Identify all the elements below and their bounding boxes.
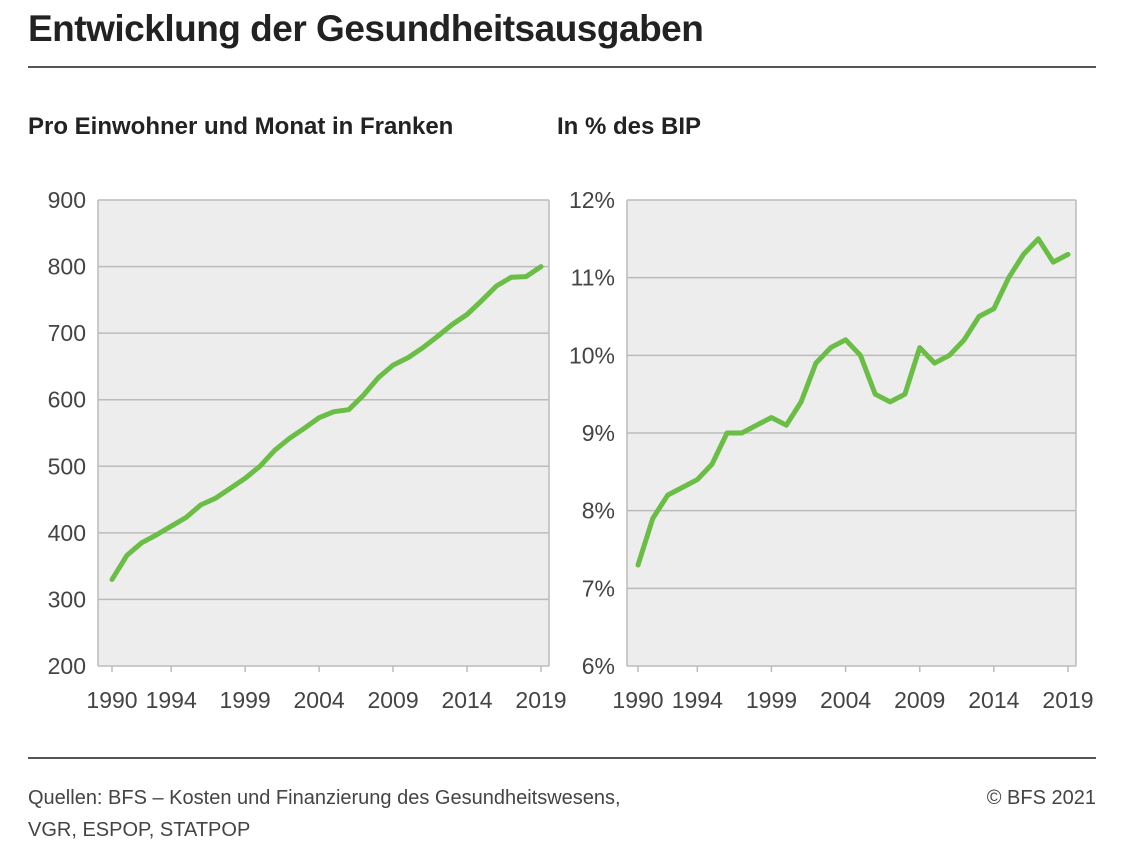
y-tick-label: 10% [569, 342, 615, 368]
x-tick-label: 1990 [86, 687, 137, 713]
bottom-divider [28, 757, 1096, 759]
source-note: Quellen: BFS – Kosten und Finanzierung d… [28, 782, 621, 846]
y-tick-label: 300 [48, 586, 86, 612]
x-tick-label: 1999 [746, 687, 797, 713]
series-line [635, 236, 1071, 568]
x-tick-label: 1994 [672, 687, 723, 713]
page-title: Entwicklung der Gesundheitsausgaben [28, 8, 704, 49]
y-tick-label: 7% [582, 575, 615, 601]
x-tick-label: 2019 [1042, 687, 1093, 713]
x-tick-label: 1999 [220, 687, 271, 713]
y-tick-label: 500 [48, 453, 86, 479]
left-chart-title: Pro Einwohner und Monat in Franken [28, 113, 454, 140]
x-tick-label: 2014 [441, 687, 492, 713]
y-tick-label: 6% [582, 653, 615, 679]
y-tick-label: 8% [582, 498, 615, 524]
x-tick-label: 2004 [294, 687, 345, 713]
x-tick-label: 2019 [515, 687, 566, 713]
y-tick-label: 600 [48, 387, 86, 413]
x-tick-label: 1990 [612, 687, 663, 713]
top-divider [28, 66, 1096, 68]
y-tick-label: 700 [48, 320, 86, 346]
x-tick-label: 2004 [820, 687, 871, 713]
y-tick-label: 900 [48, 187, 86, 213]
y-tick-label: 800 [48, 254, 86, 280]
y-tick-label: 11% [571, 265, 615, 291]
x-tick-label: 2014 [968, 687, 1019, 713]
series-line [109, 264, 544, 582]
y-tick-label: 9% [582, 420, 615, 446]
x-tick-label: 2009 [367, 687, 418, 713]
source-line-2: VGR, ESPOP, STATPOP [28, 819, 251, 841]
y-tick-label: 400 [48, 520, 86, 546]
plot-area [98, 200, 549, 666]
copyright: © BFS 2021 [986, 787, 1096, 809]
x-tick-label: 1994 [146, 687, 197, 713]
x-tick-label: 2009 [894, 687, 945, 713]
right-chart-title: In % des BIP [557, 113, 702, 140]
y-tick-label: 200 [48, 653, 86, 679]
source-line-1: Quellen: BFS – Kosten und Finanzierung d… [28, 787, 621, 809]
y-tick-label: 12% [569, 187, 615, 213]
